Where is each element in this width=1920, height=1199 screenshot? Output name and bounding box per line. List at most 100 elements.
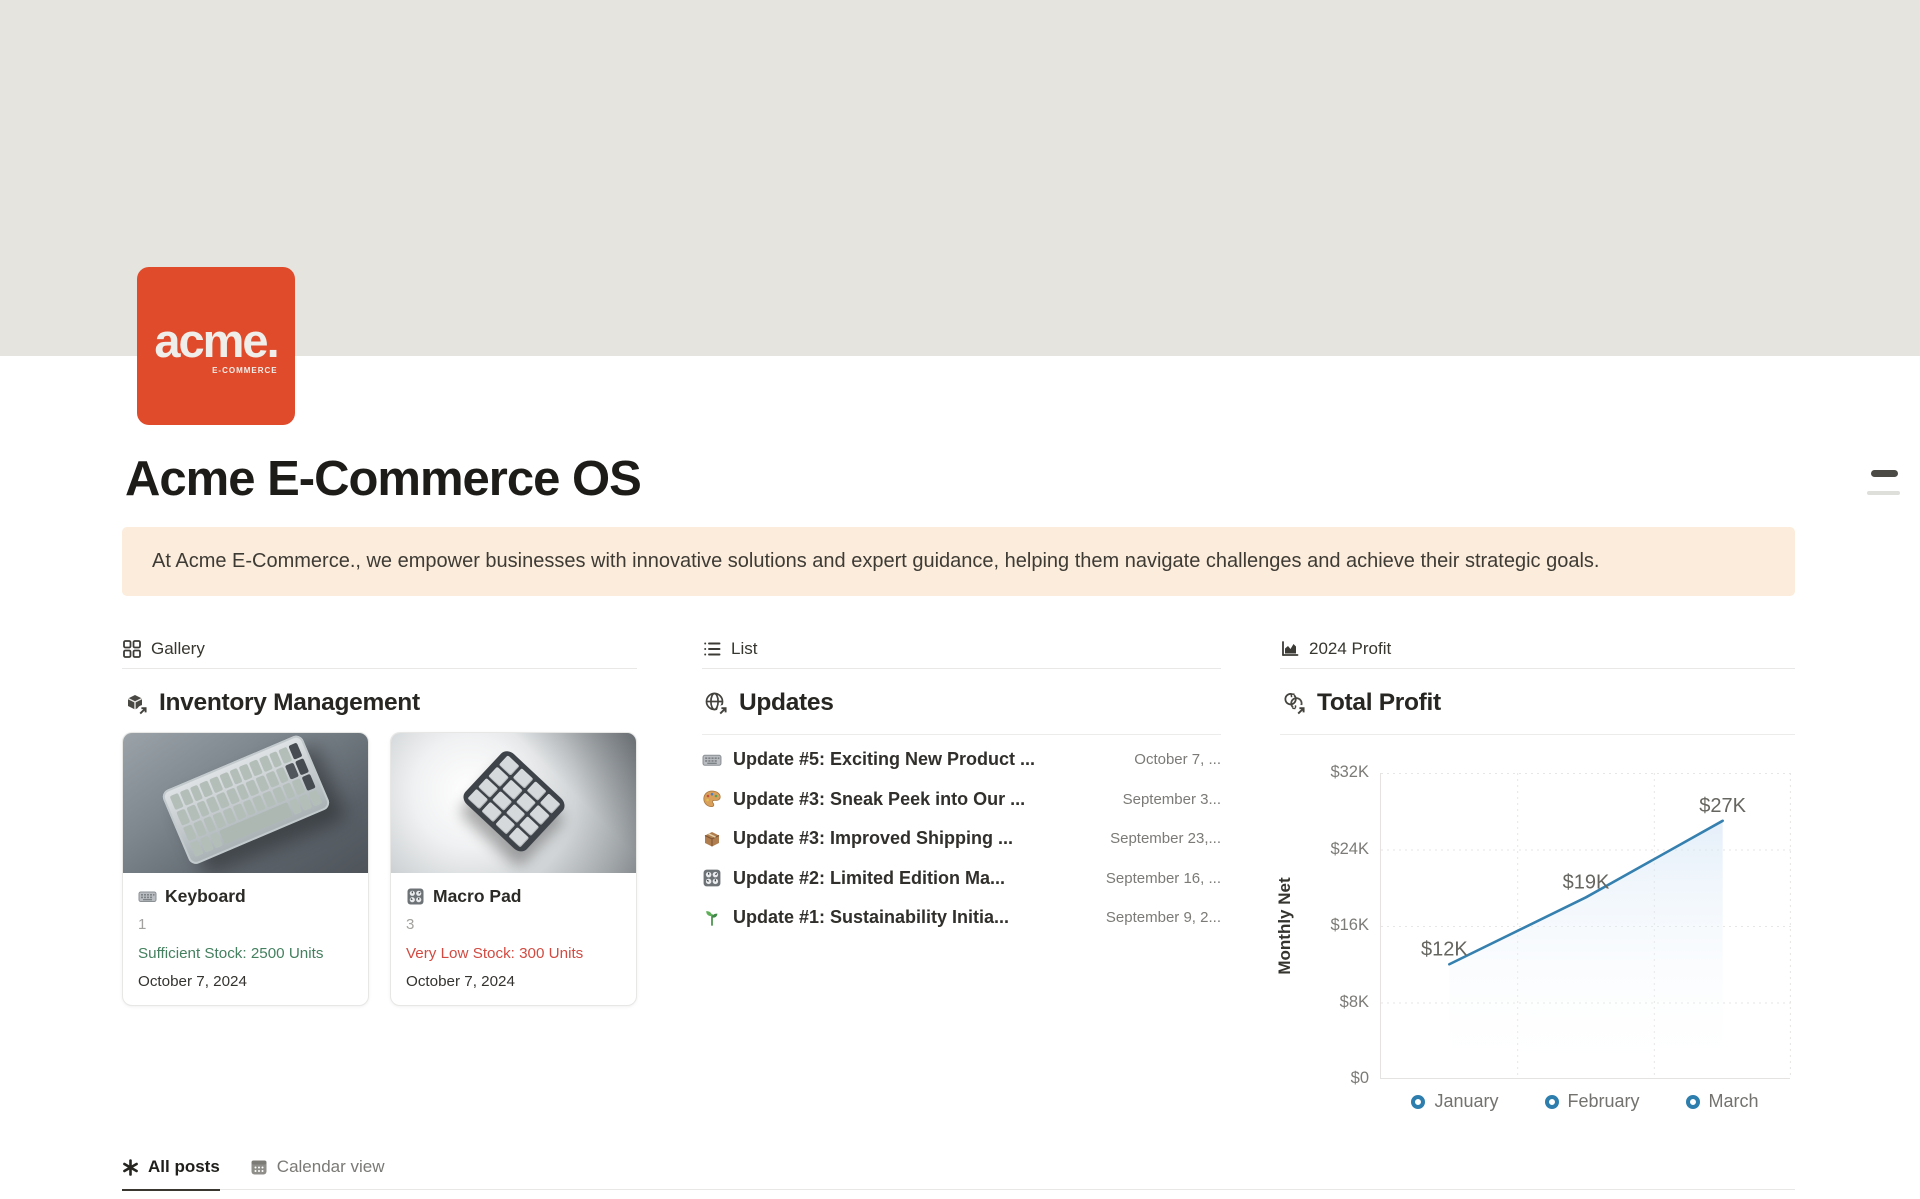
globe-link-icon	[702, 690, 729, 717]
package-link-icon	[122, 690, 149, 717]
divider	[122, 668, 637, 669]
card-body: Macro Pad 3 Very Low Stock: 300 Units Oc…	[391, 873, 636, 1005]
legend-item-january: January	[1411, 1091, 1499, 1112]
page-title[interactable]: Acme E-Commerce OS	[125, 452, 642, 506]
updates-heading-text: Updates	[739, 689, 834, 716]
control-knobs-emoji-icon	[406, 887, 425, 906]
card-count: 1	[138, 916, 147, 933]
list-item-title: Update #2: Limited Edition Ma...	[733, 867, 1006, 888]
updates-list: Update #5: Exciting New Product ... Octo…	[702, 740, 1221, 938]
list-item-title: Update #3: Improved Shipping ...	[733, 828, 1014, 849]
card-date: October 7, 2024	[138, 973, 247, 990]
list-item-title: Update #5: Exciting New Product ...	[733, 749, 1036, 770]
view-tab-gallery[interactable]: Gallery	[122, 634, 637, 664]
list-item-date: September 9, 2...	[1105, 909, 1221, 927]
chart-y-tick: $8K	[1339, 992, 1369, 1011]
calendar-icon	[250, 1158, 268, 1176]
chart-y-tick: $24K	[1330, 839, 1369, 858]
control-knobs-emoji-icon	[702, 868, 722, 888]
gallery-cards: Keyboard 1 Sufficient Stock: 2500 Units …	[122, 732, 637, 1006]
keyboard-emoji-icon	[702, 750, 722, 770]
keyboard-photo	[123, 733, 368, 873]
inventory-heading-text: Inventory Management	[159, 689, 420, 716]
legend-label: March	[1708, 1091, 1759, 1111]
legend-dot-icon	[1411, 1094, 1426, 1109]
card-date: October 7, 2024	[406, 973, 515, 990]
list-item[interactable]: Update #2: Limited Edition Ma... Septemb…	[702, 859, 1221, 899]
list-item[interactable]: Update #3: Sneak Peek into Our ... Septe…	[702, 780, 1221, 820]
tab-all-posts[interactable]: All posts	[122, 1157, 220, 1191]
divider	[1280, 668, 1795, 669]
legend-dot-icon	[1685, 1094, 1700, 1109]
tab-calendar-view[interactable]: Calendar view	[250, 1157, 385, 1191]
divider	[1280, 734, 1795, 735]
chart-y-tick: $0	[1350, 1069, 1369, 1087]
view-tab-list[interactable]: List	[702, 634, 1221, 664]
view-tab-2024-profit-label: 2024 Profit	[1309, 639, 1392, 658]
logo-brand-text: acme.	[154, 314, 279, 367]
posts-tab-bar: All posts Calendar view	[122, 1157, 1795, 1191]
profit-column: 2024 Profit Total Profit Monthly Net $32…	[1275, 634, 1795, 1112]
seedling-emoji-icon	[702, 908, 722, 928]
legend-dot-icon	[1544, 1094, 1559, 1109]
divider	[702, 668, 1221, 669]
card-status: Sufficient Stock: 2500 Units	[138, 945, 324, 962]
mission-callout: At Acme E-Commerce., we empower business…	[122, 527, 1795, 596]
macropad-photo	[391, 733, 636, 873]
list-item-date: September 3...	[1122, 790, 1221, 808]
divider	[702, 734, 1221, 735]
list-item-title: Update #3: Sneak Peek into Our ...	[733, 788, 1026, 809]
profit-line-chart: Monthly Net $32K $24K $16K $8K $0 $12K $19K $2…	[1275, 763, 1791, 1087]
card-name-text: Keyboard	[165, 886, 246, 906]
list-item-date: September 23,...	[1110, 830, 1221, 848]
chart-plot-area: $12K $19K $27K	[1381, 773, 1791, 1079]
card-body: Keyboard 1 Sufficient Stock: 2500 Units …	[123, 873, 368, 1005]
card-macro-pad[interactable]: Macro Pad 3 Very Low Stock: 300 Units Oc…	[390, 732, 637, 1006]
tab-all-posts-label: All posts	[148, 1157, 220, 1176]
view-tab-2024-profit[interactable]: 2024 Profit	[1280, 634, 1795, 664]
svg-text:$12K: $12K	[1421, 938, 1468, 960]
inventory-column: Gallery Inventory Management Keyboard	[122, 634, 637, 1006]
collapse-handle-shadow	[1867, 491, 1900, 495]
legend-label: February	[1567, 1091, 1640, 1111]
gallery-icon	[122, 639, 142, 659]
total-profit-heading-text: Total Profit	[1317, 689, 1441, 716]
page-logo[interactable]: acme. E-COMMERCE	[137, 267, 295, 425]
tab-calendar-view-label: Calendar view	[276, 1157, 385, 1176]
legend-item-february: February	[1544, 1091, 1640, 1112]
card-count: 3	[406, 916, 415, 933]
keyboard-emoji-icon	[138, 887, 157, 906]
chart-y-axis-label: Monthly Net	[1275, 876, 1294, 975]
list-item[interactable]: Update #3: Improved Shipping ... Septemb…	[702, 819, 1221, 859]
page-cover	[0, 0, 1920, 356]
legend-label: January	[1434, 1091, 1499, 1111]
card-name-text: Macro Pad	[433, 886, 522, 906]
svg-text:$19K: $19K	[1563, 871, 1610, 893]
chart-legend: January February March	[1380, 1091, 1790, 1112]
chart-y-tick: $32K	[1330, 763, 1369, 781]
legend-item-march: March	[1685, 1091, 1759, 1112]
list-icon	[702, 639, 722, 659]
logo-wordmark: acme. E-COMMERCE	[154, 314, 279, 375]
list-item-date: October 7, ...	[1134, 751, 1221, 769]
view-tab-list-label: List	[731, 639, 758, 658]
card-status: Very Low Stock: 300 Units	[406, 945, 584, 962]
inventory-heading[interactable]: Inventory Management	[122, 687, 637, 719]
chart-y-tick: $16K	[1330, 916, 1369, 934]
asterisk-icon	[122, 1158, 139, 1176]
mission-callout-text: At Acme E-Commerce., we empower business…	[152, 550, 1600, 572]
collapse-handle[interactable]	[1871, 470, 1898, 477]
svg-text:$27K: $27K	[1699, 795, 1746, 817]
logo-sub-text: E-COMMERCE	[212, 366, 278, 375]
list-item-date: September 16, ...	[1105, 869, 1221, 887]
palette-emoji-icon	[702, 789, 722, 809]
card-keyboard[interactable]: Keyboard 1 Sufficient Stock: 2500 Units …	[122, 732, 369, 1006]
area-chart-icon	[1280, 639, 1300, 659]
list-item-title: Update #1: Sustainability Initia...	[733, 907, 1010, 928]
list-item[interactable]: Update #5: Exciting New Product ... Octo…	[702, 740, 1221, 780]
package-emoji-icon	[702, 829, 722, 849]
total-profit-heading[interactable]: Total Profit	[1280, 687, 1795, 719]
updates-heading[interactable]: Updates	[702, 687, 1221, 719]
updates-column: List Updates Update #5: Exciting New Pro…	[702, 634, 1221, 938]
list-item[interactable]: Update #1: Sustainability Initia... Sept…	[702, 898, 1221, 938]
